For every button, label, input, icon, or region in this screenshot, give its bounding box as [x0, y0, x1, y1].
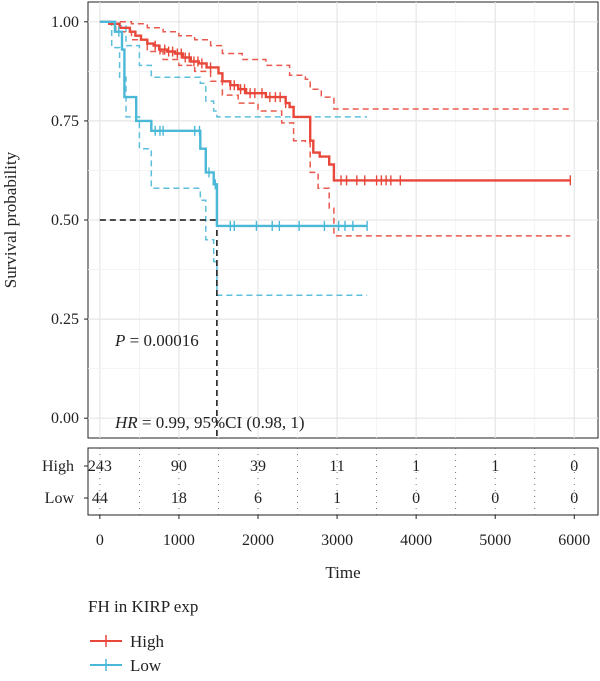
risk-value-high: 11: [329, 458, 344, 475]
risk-value-high: 90: [171, 458, 187, 475]
x-axis-label: Time: [325, 563, 360, 582]
p-value-annotation: P = 0.00016: [114, 331, 199, 350]
x-tick-label: 3000: [321, 532, 353, 549]
legend-title: FH in KIRP exp: [88, 597, 198, 616]
y-axis-label: Survival probability: [1, 151, 20, 288]
y-tick-label: 1.00: [51, 14, 79, 31]
legend-item-high: High: [90, 632, 165, 651]
p-value-symbol: P: [114, 331, 125, 350]
x-tick-label: 6000: [558, 532, 590, 549]
p-value-text: = 0.00016: [125, 331, 198, 350]
x-tick-label: 5000: [479, 532, 511, 549]
risk-value-low: 0: [570, 490, 578, 507]
ci-upper-high: [99, 21, 571, 110]
survival-curves: [99, 20, 571, 228]
median-lines: [99, 219, 218, 438]
risk-row-label-high: High: [42, 458, 74, 475]
risk-value-high: 39: [250, 458, 266, 475]
x-tick-label: 1000: [163, 532, 195, 549]
y-tick-label: 0.00: [51, 410, 79, 427]
hr-text: = 0.99, 95%CI (0.98, 1): [138, 413, 305, 432]
risk-row-label-low: Low: [45, 490, 75, 507]
legend: FH in KIRP exp High Low: [88, 597, 198, 675]
risk-value-high: 0: [570, 458, 578, 475]
survival-panel: 0.00 0.25 0.50 0.75 1.00 Survival probabilit…: [1, 1, 599, 439]
y-axis-ticks: 0.00 0.25 0.50 0.75 1.00: [51, 14, 88, 427]
legend-item-low: Low: [90, 656, 162, 675]
risk-value-high: 243: [88, 458, 112, 475]
grid: [88, 2, 598, 438]
legend-label-low: Low: [130, 656, 162, 675]
hazard-ratio-annotation: HR = 0.99, 95%CI (0.98, 1): [114, 413, 305, 432]
hr-symbol: HR: [114, 413, 138, 432]
legend-label-high: High: [130, 632, 165, 651]
survival-curve-high: [99, 20, 571, 182]
y-tick-label: 0.25: [51, 311, 79, 328]
x-tick-label: 4000: [400, 532, 432, 549]
ci-lower-high: [99, 21, 571, 237]
risk-value-low: 1: [333, 490, 341, 507]
risk-value-low: 0: [491, 490, 499, 507]
risk-table-panel: [87, 447, 599, 516]
risk-value-low: 18: [171, 490, 187, 507]
risk-value-low: 0: [412, 490, 420, 507]
risk-value-low: 44: [92, 490, 108, 507]
risk-value-high: 1: [412, 458, 420, 475]
x-tick-label: 2000: [242, 532, 274, 549]
x-tick-label: 0: [96, 532, 104, 549]
y-tick-label: 0.50: [51, 212, 79, 229]
survival-curve-low: [99, 20, 368, 228]
x-axis-ticks: 0 1000 2000 3000 4000 5000 6000: [96, 515, 590, 549]
y-tick-label: 0.75: [51, 113, 79, 130]
risk-value-high: 1: [491, 458, 499, 475]
ci-lower-low: [99, 21, 368, 297]
censor-marks: [118, 26, 572, 231]
risk-value-low: 6: [254, 490, 262, 507]
